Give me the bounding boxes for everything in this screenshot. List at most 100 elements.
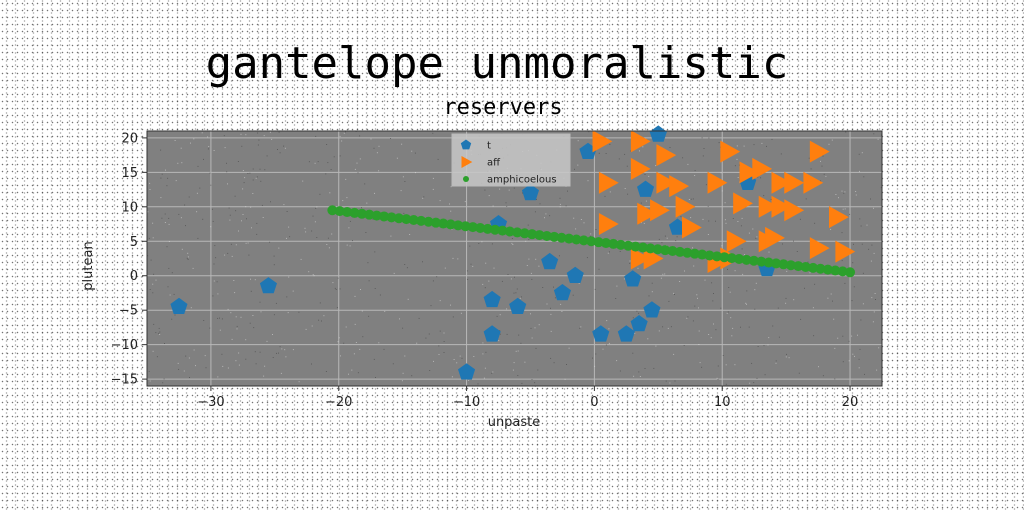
data-point-aff: [733, 192, 753, 215]
noise-dot: [668, 300, 670, 302]
noise-dot: [767, 344, 769, 346]
noise-dot: [809, 272, 811, 274]
noise-dot: [544, 217, 545, 219]
noise-dot: [272, 334, 273, 335]
data-point-amphicoelous: [704, 250, 715, 261]
noise-dot: [732, 218, 734, 219]
noise-dot: [160, 149, 162, 151]
noise-dot: [624, 153, 626, 155]
noise-dot: [605, 344, 607, 346]
data-point-amphicoelous: [719, 252, 730, 263]
noise-dot: [746, 290, 748, 292]
noise-dot: [212, 295, 214, 297]
noise-dot: [277, 149, 278, 150]
data-point-amphicoelous: [822, 264, 833, 275]
data-point-amphicoelous: [504, 226, 515, 237]
noise-dot: [392, 363, 394, 365]
noise-dot: [366, 202, 368, 204]
noise-dot: [498, 340, 500, 342]
noise-dot: [188, 196, 190, 198]
noise-dot: [619, 370, 621, 372]
data-point-aff: [726, 230, 747, 253]
noise-dot: [655, 345, 657, 347]
data-point-aff: [809, 140, 830, 163]
noise-dot: [305, 328, 307, 330]
noise-dot: [841, 190, 843, 192]
noise-dot: [177, 162, 179, 164]
noise-dot: [756, 377, 758, 379]
noise-dot: [227, 252, 229, 254]
noise-dot: [240, 133, 242, 135]
data-point-t: [643, 301, 661, 318]
noise-dot: [197, 165, 199, 167]
noise-dot: [214, 245, 216, 247]
data-point-amphicoelous: [600, 238, 611, 249]
noise-dot: [469, 245, 471, 247]
noise-dot: [745, 302, 747, 304]
noise-dot: [326, 144, 328, 145]
noise-dot: [211, 208, 213, 210]
noise-dot: [870, 198, 871, 200]
noise-dot: [209, 327, 211, 329]
noise-dot: [740, 225, 742, 227]
noise-dot: [606, 320, 608, 322]
noise-dot: [734, 364, 736, 366]
data-point-t: [624, 270, 642, 287]
noise-dot: [383, 348, 385, 350]
x-axis-ticks: −30 −20 −10 0 10 20: [197, 386, 858, 410]
noise-dot: [226, 162, 227, 164]
noise-dot: [705, 184, 707, 186]
noise-dot: [627, 193, 629, 195]
data-point-aff: [835, 240, 856, 263]
noise-dot: [843, 192, 845, 194]
noise-dot: [793, 240, 794, 242]
noise-dot: [436, 276, 438, 278]
data-point-amphicoelous: [578, 235, 589, 246]
noise-dot: [251, 227, 252, 229]
series-amphicoelous: [327, 205, 856, 278]
data-point-amphicoelous: [785, 260, 796, 271]
noise-dot: [390, 235, 392, 237]
noise-dot: [873, 252, 875, 254]
noise-dot: [828, 143, 830, 145]
noise-dot: [311, 325, 313, 327]
noise-dot: [592, 357, 593, 359]
data-point-amphicoelous: [445, 219, 456, 230]
noise-dot: [393, 272, 395, 274]
noise-dot: [354, 295, 356, 297]
noise-dot: [166, 246, 168, 248]
noise-dot: [165, 169, 166, 171]
data-point-aff: [739, 161, 760, 184]
noise-dot: [595, 229, 597, 230]
noise-dot: [250, 278, 251, 280]
noise-dot: [247, 173, 249, 174]
noise-dot: [230, 312, 232, 314]
noise-dot: [616, 360, 618, 362]
noise-dot: [238, 364, 240, 366]
data-point-amphicoelous: [615, 239, 626, 250]
noise-dot: [771, 138, 773, 140]
noise-dot: [639, 376, 641, 377]
noise-dot: [390, 138, 391, 139]
data-point-amphicoelous: [689, 248, 700, 259]
noise-dot: [812, 307, 814, 309]
noise-dot: [602, 348, 604, 350]
noise-dot: [174, 314, 176, 316]
data-point-amphicoelous: [793, 261, 804, 272]
noise-dot: [327, 162, 329, 164]
noise-dot: [258, 139, 260, 141]
noise-dot: [862, 303, 864, 305]
noise-dot: [648, 295, 650, 297]
noise-dot: [185, 225, 186, 227]
noise-dot: [457, 258, 459, 260]
noise-dot: [662, 273, 664, 275]
data-point-aff: [656, 171, 677, 194]
data-point-t: [458, 363, 476, 380]
noise-dot: [160, 197, 162, 199]
noise-dot: [764, 374, 766, 376]
data-point-amphicoelous: [645, 243, 656, 254]
noise-dot: [368, 315, 370, 317]
noise-dot: [213, 263, 215, 265]
data-point-t: [483, 290, 501, 308]
noise-dot: [508, 189, 510, 191]
